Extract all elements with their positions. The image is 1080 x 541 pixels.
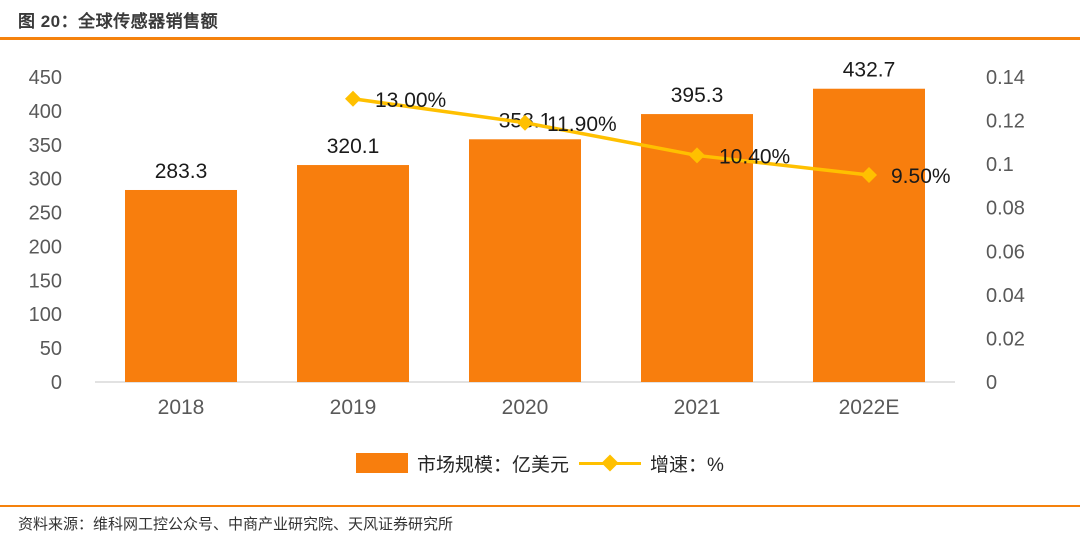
diamond-marker-icon <box>601 454 619 472</box>
right-axis-tick: 0.1 <box>986 154 1014 176</box>
growth-marker-2019 <box>345 90 361 107</box>
left-axis-tick: 300 <box>29 169 62 191</box>
x-axis-label-2019: 2019 <box>330 396 377 419</box>
bar-value-label-2018: 283.3 <box>155 160 208 183</box>
bar-2019 <box>297 165 409 382</box>
right-axis-tick: 0 <box>986 372 997 394</box>
x-axis-label-2021: 2021 <box>674 396 721 419</box>
left-axis-tick: 350 <box>29 135 62 157</box>
growth-value-label-2022E: 9.50% <box>891 165 951 188</box>
footer-divider <box>0 505 1080 507</box>
sensor-sales-chart: 0 50 100 150 200 250 300 350 400 450 0 0.02 0.04 0.06… <box>29 59 1025 419</box>
title-divider <box>0 37 1080 40</box>
growth-marker-2022E <box>861 167 877 184</box>
growth-marker-2021 <box>689 147 705 164</box>
right-axis-tick: 0.08 <box>986 198 1025 220</box>
bar-value-label-2021: 395.3 <box>671 84 724 107</box>
figure-header: 图 20：全球传感器销售额 <box>0 0 1080 37</box>
legend-item-growth: 增速：% <box>579 450 724 477</box>
right-axis-tick: 0.02 <box>986 328 1025 350</box>
legend-item-market-size: 市场规模：亿美元 <box>356 450 569 477</box>
bar-series-swatch <box>356 453 409 473</box>
legend-label-growth: 增速：% <box>650 454 724 476</box>
right-axis-tick: 0.06 <box>986 241 1025 263</box>
left-axis-tick: 0 <box>51 372 62 394</box>
left-axis-tick: 50 <box>40 338 62 360</box>
right-axis-tick: 0.04 <box>986 285 1025 307</box>
bar-2018 <box>125 189 237 382</box>
right-axis-tick: 0.12 <box>986 111 1025 133</box>
source-note: 资料来源：维科网工控公众号、中商产业研究院、天风证券研究所 <box>18 516 454 533</box>
left-axis-tick: 250 <box>29 203 62 225</box>
left-axis-tick: 400 <box>29 101 62 123</box>
bar-value-label-2019: 320.1 <box>327 135 380 158</box>
growth-value-label-2020: 11.90% <box>547 113 617 136</box>
right-axis-tick: 0.14 <box>986 67 1025 89</box>
bar-value-label-2022E: 432.7 <box>843 59 896 82</box>
x-axis-label-2020: 2020 <box>502 396 549 419</box>
left-axis-tick: 450 <box>29 67 62 89</box>
growth-line <box>352 97 870 177</box>
bar-2020 <box>469 139 581 382</box>
bar-2022E <box>813 88 925 382</box>
chart-legend: 市场规模：亿美元 增速：% <box>0 446 1080 480</box>
legend-label-market-size: 市场规模：亿美元 <box>417 454 570 476</box>
x-axis-label-2018: 2018 <box>158 396 205 419</box>
left-axis-tick: 100 <box>29 304 62 326</box>
growth-value-label-2019: 13.00% <box>375 89 446 112</box>
growth-value-label-2021: 10.40% <box>719 145 790 168</box>
growth-marker-2020 <box>517 114 533 131</box>
left-axis-tick: 150 <box>29 270 62 292</box>
line-series-swatch <box>579 454 642 472</box>
x-axis-label-2022E: 2022E <box>839 396 900 419</box>
left-axis-tick: 200 <box>29 236 62 258</box>
figure-title: 图 20：全球传感器销售额 <box>18 12 219 31</box>
